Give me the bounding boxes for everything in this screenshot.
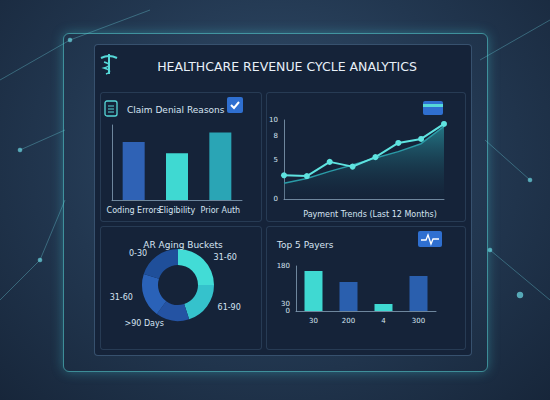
svg-text:30: 30: [281, 300, 290, 308]
svg-text:HEALTHCARE REVENUE CYCLE ANALY: HEALTHCARE REVENUE CYCLE ANALYTICS: [157, 59, 417, 74]
svg-text:30: 30: [309, 317, 318, 325]
svg-text:Claim Denial Reasons: Claim Denial Reasons: [127, 105, 225, 115]
svg-text:Payment Trends (Last 12 Months: Payment Trends (Last 12 Months): [303, 210, 437, 219]
svg-text:300: 300: [412, 317, 425, 325]
svg-text:200: 200: [342, 317, 355, 325]
svg-text:61-90: 61-90: [218, 303, 241, 312]
svg-text:4: 4: [381, 317, 386, 325]
svg-text:31-60: 31-60: [214, 253, 237, 262]
svg-text:0: 0: [274, 195, 278, 203]
svg-text:10: 10: [269, 116, 278, 124]
svg-text:Prior Auth: Prior Auth: [200, 206, 240, 215]
svg-text:0: 0: [286, 307, 290, 315]
svg-text:>90 Days: >90 Days: [125, 319, 164, 328]
svg-text:Eligibility: Eligibility: [159, 206, 196, 215]
svg-text:31-60: 31-60: [110, 293, 133, 302]
svg-text:Coding Errors: Coding Errors: [107, 206, 161, 215]
svg-text:5: 5: [274, 156, 278, 164]
svg-text:0-30: 0-30: [129, 249, 147, 258]
svg-text:AR Aging Buckets: AR Aging Buckets: [143, 240, 223, 250]
svg-text:8: 8: [274, 132, 278, 140]
svg-text:Top 5 Payers: Top 5 Payers: [276, 240, 334, 250]
svg-text:180: 180: [277, 262, 290, 270]
